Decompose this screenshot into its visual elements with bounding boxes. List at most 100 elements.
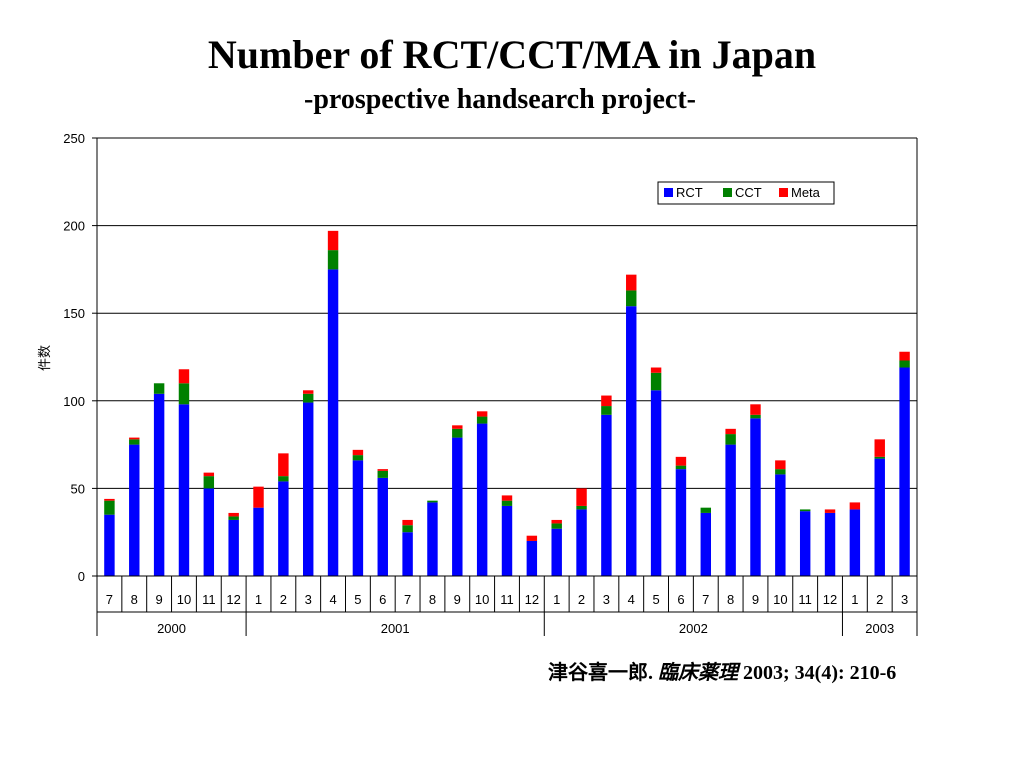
bar-rct-26 [750, 418, 761, 576]
bar-rct-14 [452, 437, 463, 576]
bar-cct-31 [874, 456, 885, 459]
bar-rct-18 [551, 528, 562, 576]
legend-label-meta: Meta [791, 185, 821, 200]
bar-meta-29 [824, 509, 836, 513]
x-tick-label-12: 7 [404, 592, 411, 607]
bar-rct-12 [402, 532, 413, 576]
bar-rct-2 [153, 393, 165, 576]
x-tick-label-27: 10 [773, 592, 787, 607]
y-tick-label-200: 200 [63, 219, 85, 234]
bar-cct-13 [427, 500, 438, 503]
bar-rct-28 [799, 511, 811, 576]
bar-cct-5 [228, 516, 239, 520]
bar-rct-27 [775, 474, 786, 576]
bar-rct-25 [725, 444, 736, 576]
bar-meta-18 [551, 519, 562, 524]
x-tick-label-20: 3 [603, 592, 610, 607]
year-label-2003: 2003 [865, 621, 894, 636]
bar-rct-7 [278, 481, 289, 576]
legend-swatch-cct [723, 188, 732, 197]
x-tick-label-8: 3 [305, 592, 312, 607]
x-tick-label-28: 11 [798, 592, 812, 607]
y-tick-labels: 0 50 100 150 200 250 [63, 131, 85, 584]
bar-rct-0 [104, 514, 115, 576]
x-tick-label-17: 12 [525, 592, 539, 607]
bar-meta-9 [327, 230, 339, 251]
x-tick-label-15: 10 [475, 592, 489, 607]
bar-rct-5 [228, 519, 239, 576]
y-tick-label-250: 250 [63, 131, 85, 146]
bar-cct-10 [352, 455, 364, 461]
bar-cct-22 [650, 372, 662, 391]
x-tick-label-16: 11 [500, 592, 514, 607]
bar-rct-20 [601, 414, 612, 576]
legend-box [657, 181, 835, 205]
x-tick-label-29: 12 [823, 592, 837, 607]
bar-rct-9 [327, 269, 339, 576]
bar-cct-0 [104, 500, 115, 515]
x-tick-label-30: 1 [851, 592, 858, 607]
y-tick-label-50: 50 [71, 481, 85, 496]
x-tick-label-11: 6 [379, 592, 386, 607]
bar-meta-25 [725, 428, 736, 435]
bar-meta-15 [476, 411, 488, 417]
bar-cct-32 [899, 360, 910, 368]
bar-meta-11 [377, 469, 388, 471]
citation-journal: 臨床薬理 [658, 662, 738, 684]
bar-meta-26 [750, 404, 761, 415]
bar-meta-22 [650, 367, 662, 373]
citation-author: 津谷喜一郎. [548, 662, 653, 684]
bar-cct-9 [327, 250, 339, 270]
bar-rct-24 [700, 512, 712, 576]
bar-rct-19 [576, 509, 587, 576]
y-axis-label: 件数 [37, 345, 52, 371]
chart-subtitle: -prospective handsearch project- [304, 84, 696, 115]
x-tick-label-31: 2 [876, 592, 883, 607]
bar-cct-21 [626, 290, 637, 307]
bar-meta-19 [576, 488, 587, 506]
y-tick-label-100: 100 [63, 394, 85, 409]
bar-meta-12 [402, 519, 413, 526]
x-tick-label-21: 4 [628, 592, 635, 607]
legend: RCT CCT Meta [657, 181, 835, 205]
bar-rct-11 [377, 477, 388, 576]
x-tick-label-2: 9 [156, 592, 163, 607]
bar-cct-16 [501, 500, 513, 506]
legend-swatch-rct [664, 188, 673, 197]
bar-rct-13 [427, 502, 438, 576]
bar-meta-20 [601, 395, 612, 407]
bar-meta-8 [302, 390, 314, 394]
bar-cct-14 [452, 428, 463, 438]
bar-cct-15 [476, 416, 488, 424]
x-tick-label-14: 9 [454, 592, 461, 607]
bar-cct-12 [402, 525, 413, 533]
x-tick-label-4: 11 [202, 592, 216, 607]
bar-cct-23 [675, 465, 687, 470]
bar-cct-3 [178, 383, 190, 405]
bar-meta-3 [178, 369, 190, 384]
bar-rct-30 [849, 509, 861, 576]
bar-rct-21 [626, 306, 637, 576]
bar-rct-15 [476, 423, 488, 576]
legend-swatch-meta [779, 188, 788, 197]
bar-rct-32 [899, 367, 910, 576]
bar-rct-1 [129, 444, 140, 576]
bar-meta-23 [675, 456, 687, 466]
citation: 津谷喜一郎. 臨床薬理 2003; 34(4): 210-6 [548, 656, 896, 685]
bar-meta-1 [129, 437, 140, 440]
bar-cct-1 [129, 439, 140, 445]
x-tick-label-22: 5 [652, 592, 659, 607]
x-tick-label-0: 7 [106, 592, 113, 607]
x-tick-label-18: 1 [553, 592, 560, 607]
bar-cct-7 [278, 476, 289, 482]
bar-cct-18 [551, 523, 562, 529]
bar-cct-20 [601, 406, 612, 415]
x-tick-label-13: 8 [429, 592, 436, 607]
x-axis-table: 7 8 9 10 11 12 1 2 3 4 5 6 7 8 9 10 11 12 1 2 3 4 5 6 7 8 9 10 11 12 1… [96, 576, 918, 636]
bar-rct-17 [526, 540, 538, 576]
year-label-2001: 2001 [381, 621, 410, 636]
bar-cct-4 [203, 476, 215, 489]
bar-meta-27 [775, 460, 786, 470]
x-tick-label-9: 4 [329, 592, 336, 607]
